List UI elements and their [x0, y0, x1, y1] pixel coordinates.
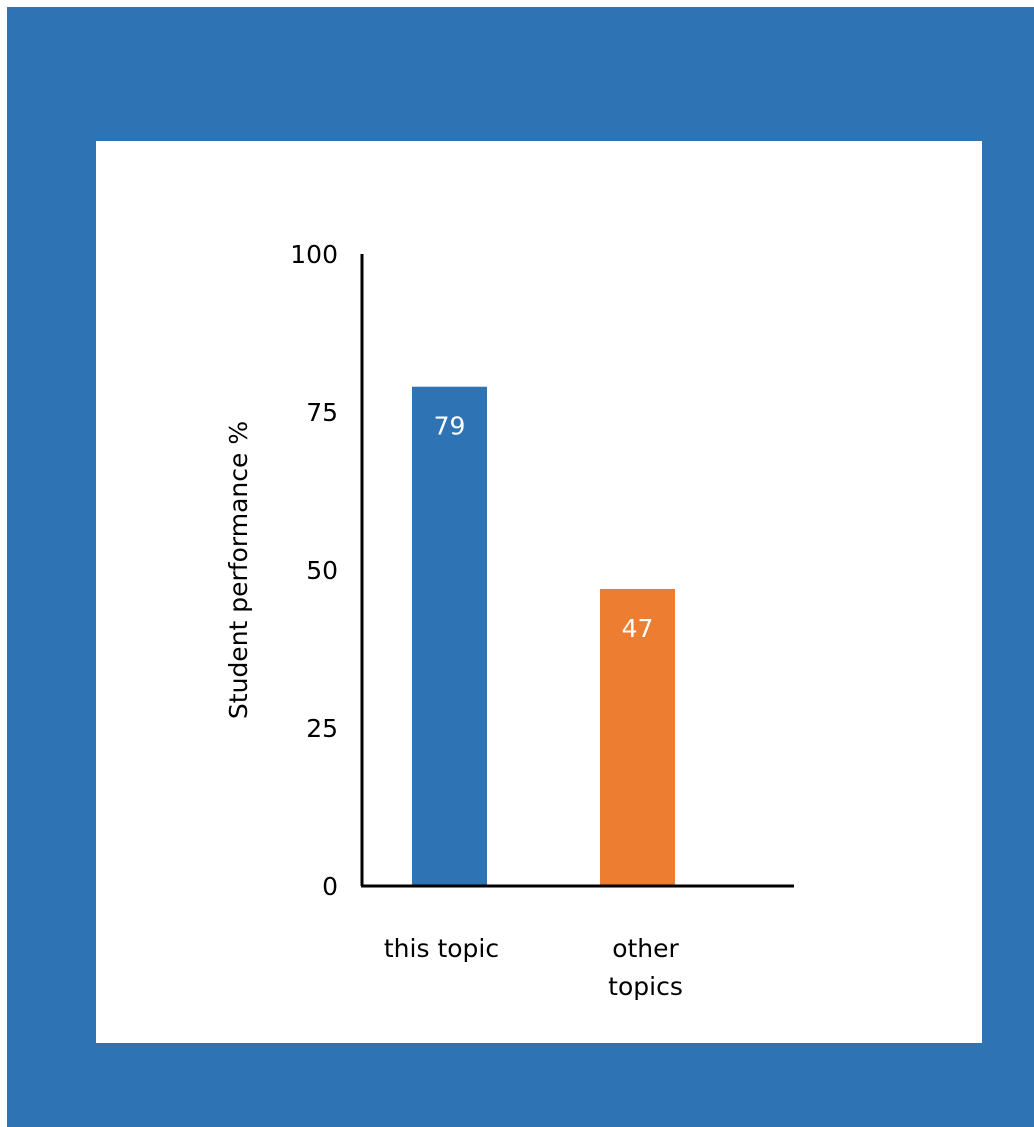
- bars: [412, 386, 675, 886]
- bar-data-label: 79: [434, 412, 466, 441]
- category-labels: this topic other topics: [384, 934, 683, 1001]
- category-label: other topics: [608, 934, 683, 1001]
- y-tick-label: 75: [306, 398, 338, 427]
- bar: [600, 588, 675, 886]
- y-tick-label: 25: [306, 714, 338, 743]
- y-tick-label: 0: [322, 872, 338, 901]
- y-tick-label: 50: [306, 556, 338, 585]
- y-tick-label: 100: [290, 240, 338, 269]
- data-labels: 79 47: [434, 412, 654, 643]
- category-label: this topic: [384, 934, 499, 963]
- chart-panel: [96, 141, 982, 1043]
- y-axis-title: Student performance %: [224, 421, 253, 719]
- bar-data-label: 47: [622, 614, 654, 643]
- y-axis-ticks: 0 25 50 75 100: [290, 240, 338, 901]
- bar: [412, 386, 487, 886]
